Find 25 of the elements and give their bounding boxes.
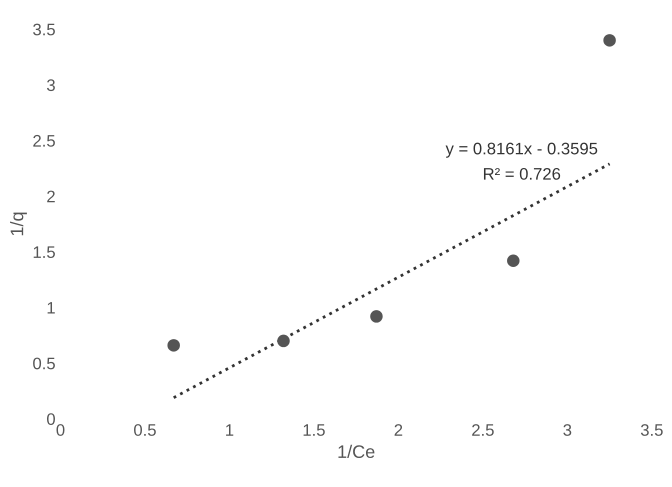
y-tick-label: 3 (46, 79, 55, 92)
point (603, 34, 616, 47)
y-tick-label: 1.5 (34, 246, 55, 258)
annotation: R² = 0.726 (484, 168, 560, 180)
x-tick-label: 0.5 (134, 424, 156, 436)
y-tick-label: 1 (48, 302, 55, 314)
point (167, 339, 180, 352)
y-tick-label: 2.5 (33, 134, 55, 147)
x-axis-title: 1/Ce (338, 444, 374, 458)
point (277, 334, 290, 348)
x-tick-label: 2.5 (472, 424, 494, 436)
x-tick-label: 0 (56, 424, 64, 436)
x-tick-label: 3 (563, 424, 572, 436)
point (507, 254, 520, 268)
y-tick-label: 0.5 (33, 358, 55, 370)
x-tick-label: 1 (226, 424, 234, 436)
y-tick-label: 0 (47, 413, 55, 426)
x-tick-label: 1.5 (304, 424, 325, 436)
x-tick-label: 3.5 (640, 424, 663, 436)
annotation: y = 0.8161x - 0.3595 (446, 142, 598, 158)
y-tick-label: 3.5 (33, 24, 55, 36)
point (370, 310, 383, 323)
y-tick-label: 2 (47, 190, 55, 202)
y-axis-title: 1/q (10, 212, 27, 236)
x-tick-label: 2 (394, 424, 402, 436)
